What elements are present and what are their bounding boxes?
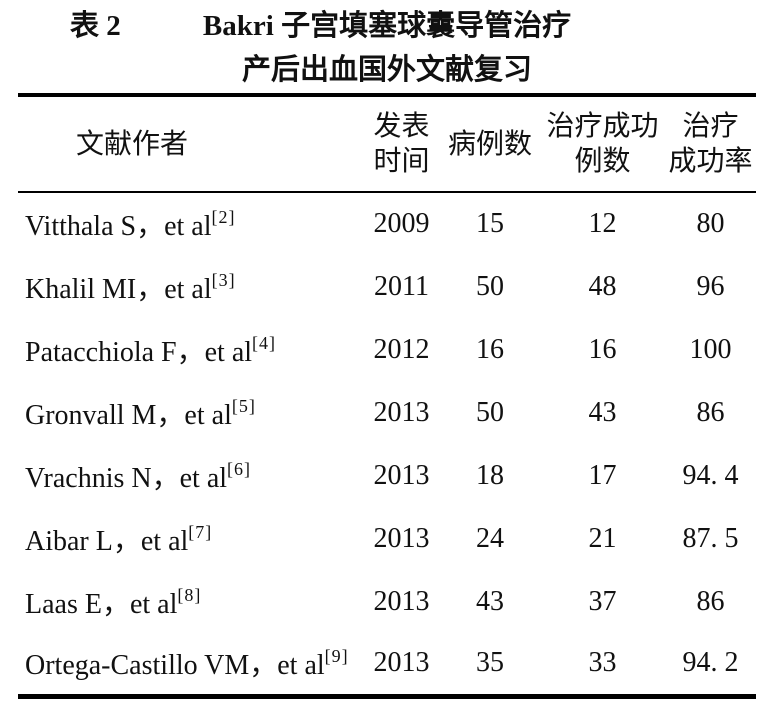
table-row: Vitthala S，et al[2] 2009 15 12 80 [18,192,756,255]
cell-cases: 16 [476,333,504,365]
cell-author: Aibar L，et al[7] [18,507,363,570]
citation-ref: [4] [252,332,277,353]
cell-success: 43 [588,396,617,428]
table-row: Gronvall M，et al[5] 2013 50 43 86 [18,381,756,444]
table-row: Vrachnis N，et al[6] 2013 18 17 94. 4 [18,444,756,507]
table-header: 文献作者 发表 时间 病例数 治疗成功 例数 治疗 成功率 [18,95,756,192]
cell-cases: 35 [476,647,504,679]
cell-author: Khalil MI，et al[3] [18,255,363,318]
col-header-year-line1: 发表 [373,111,430,142]
cell-rate: 86 [696,585,725,617]
cell-success: 12 [588,208,617,239]
author-text: Vitthala S，et al [25,211,212,242]
table-row: Patacchiola F，et al[4] 2012 16 16 100 [18,318,756,381]
cell-cases: 24 [476,522,504,554]
table-row: Aibar L，et al[7] 2013 24 21 87. 5 [18,507,756,570]
cell-success: 17 [588,459,617,491]
cell-rate: 100 [689,333,732,365]
citation-ref: [8] [177,584,202,605]
cell-rate: 86 [696,396,725,428]
table-row: Ortega-Castillo VM，et al[9] 2013 35 33 9… [18,633,756,696]
cell-year: 2013 [373,522,430,554]
cell-author: Patacchiola F，et al[4] [18,318,363,381]
cell-rate: 94. 2 [682,647,739,679]
cell-year: 2009 [373,208,430,239]
table-row: Khalil MI，et al[3] 2011 50 48 96 [18,255,756,318]
cell-year: 2011 [374,270,429,302]
table-caption: 表 2 Bakri 子宫填塞球囊导管治疗 产后出血国外文献复习 [18,0,756,92]
cell-success: 16 [588,333,617,365]
col-header-year: 发表 时间 [363,95,440,192]
cell-year: 2013 [373,647,430,679]
author-text: Gronvall M，et al [25,399,232,431]
cell-cases: 18 [476,459,504,491]
cell-cases: 50 [476,270,504,302]
author-text: Vrachnis N，et al [25,462,228,494]
col-header-success-line2: 例数 [574,146,631,177]
citation-ref: [9] [324,646,349,667]
col-header-rate-line1: 治疗 [682,111,739,142]
cell-success: 37 [588,585,617,617]
table-body: Vitthala S，et al[2] 2009 15 12 80 Khalil… [18,192,756,696]
table-row: Laas E，et al[8] 2013 43 37 86 [18,570,756,633]
author-text: Laas E，et al [25,588,178,620]
cell-author: Vitthala S，et al[2] [18,192,363,255]
cell-author: Vrachnis N，et al[6] [18,444,363,507]
cell-author: Gronvall M，et al[5] [18,381,363,444]
col-header-cases: 病例数 [447,128,532,160]
citation-ref: [7] [188,521,213,542]
citation-ref: [5] [231,395,256,416]
cell-cases: 43 [476,585,504,617]
cell-success: 21 [588,522,617,554]
citation-ref: [2] [211,207,236,227]
col-header-rate-line2: 成功率 [668,146,753,177]
author-text: Ortega-Castillo VM，et al [25,650,325,682]
header-row: 文献作者 发表 时间 病例数 治疗成功 例数 治疗 成功率 [18,95,756,192]
table-number-label: 表 2 [70,10,121,42]
cell-author: Ortega-Castillo VM，et al[9] [18,633,363,696]
cell-rate: 87. 5 [682,522,739,554]
caption-title-line1: 表 2 Bakri 子宫填塞球囊导管治疗 [18,0,756,48]
col-header-success: 治疗成功 例数 [540,95,665,192]
citation-ref: [3] [211,269,236,290]
cell-year: 2013 [373,396,430,428]
col-header-year-line2: 时间 [373,146,430,177]
cell-cases: 50 [476,396,504,428]
col-header-rate: 治疗 成功率 [665,95,756,192]
literature-review-table: 文献作者 发表 时间 病例数 治疗成功 例数 治疗 成功率 Vitthala S… [18,93,756,699]
cell-success: 33 [588,647,617,679]
col-header-author: 文献作者 [76,128,189,160]
cell-success: 48 [588,270,617,302]
cell-cases: 15 [476,208,504,239]
col-header-success-line1: 治疗成功 [546,111,659,142]
cell-author: Laas E，et al[8] [18,570,363,633]
cell-rate: 94. 4 [682,459,739,491]
caption-title-text: Bakri 子宫填塞球囊导管治疗 [202,10,572,42]
caption-title-line2: 产后出血国外文献复习 [241,54,532,86]
cell-rate: 96 [696,270,725,302]
author-text: Aibar L，et al [25,525,189,557]
citation-ref: [6] [227,458,252,479]
author-text: Patacchiola F，et al [25,336,253,368]
cell-year: 2013 [373,459,430,491]
cell-year: 2013 [373,585,430,617]
author-text: Khalil MI，et al [25,273,212,305]
cell-rate: 80 [696,208,725,239]
cell-year: 2012 [373,333,430,365]
